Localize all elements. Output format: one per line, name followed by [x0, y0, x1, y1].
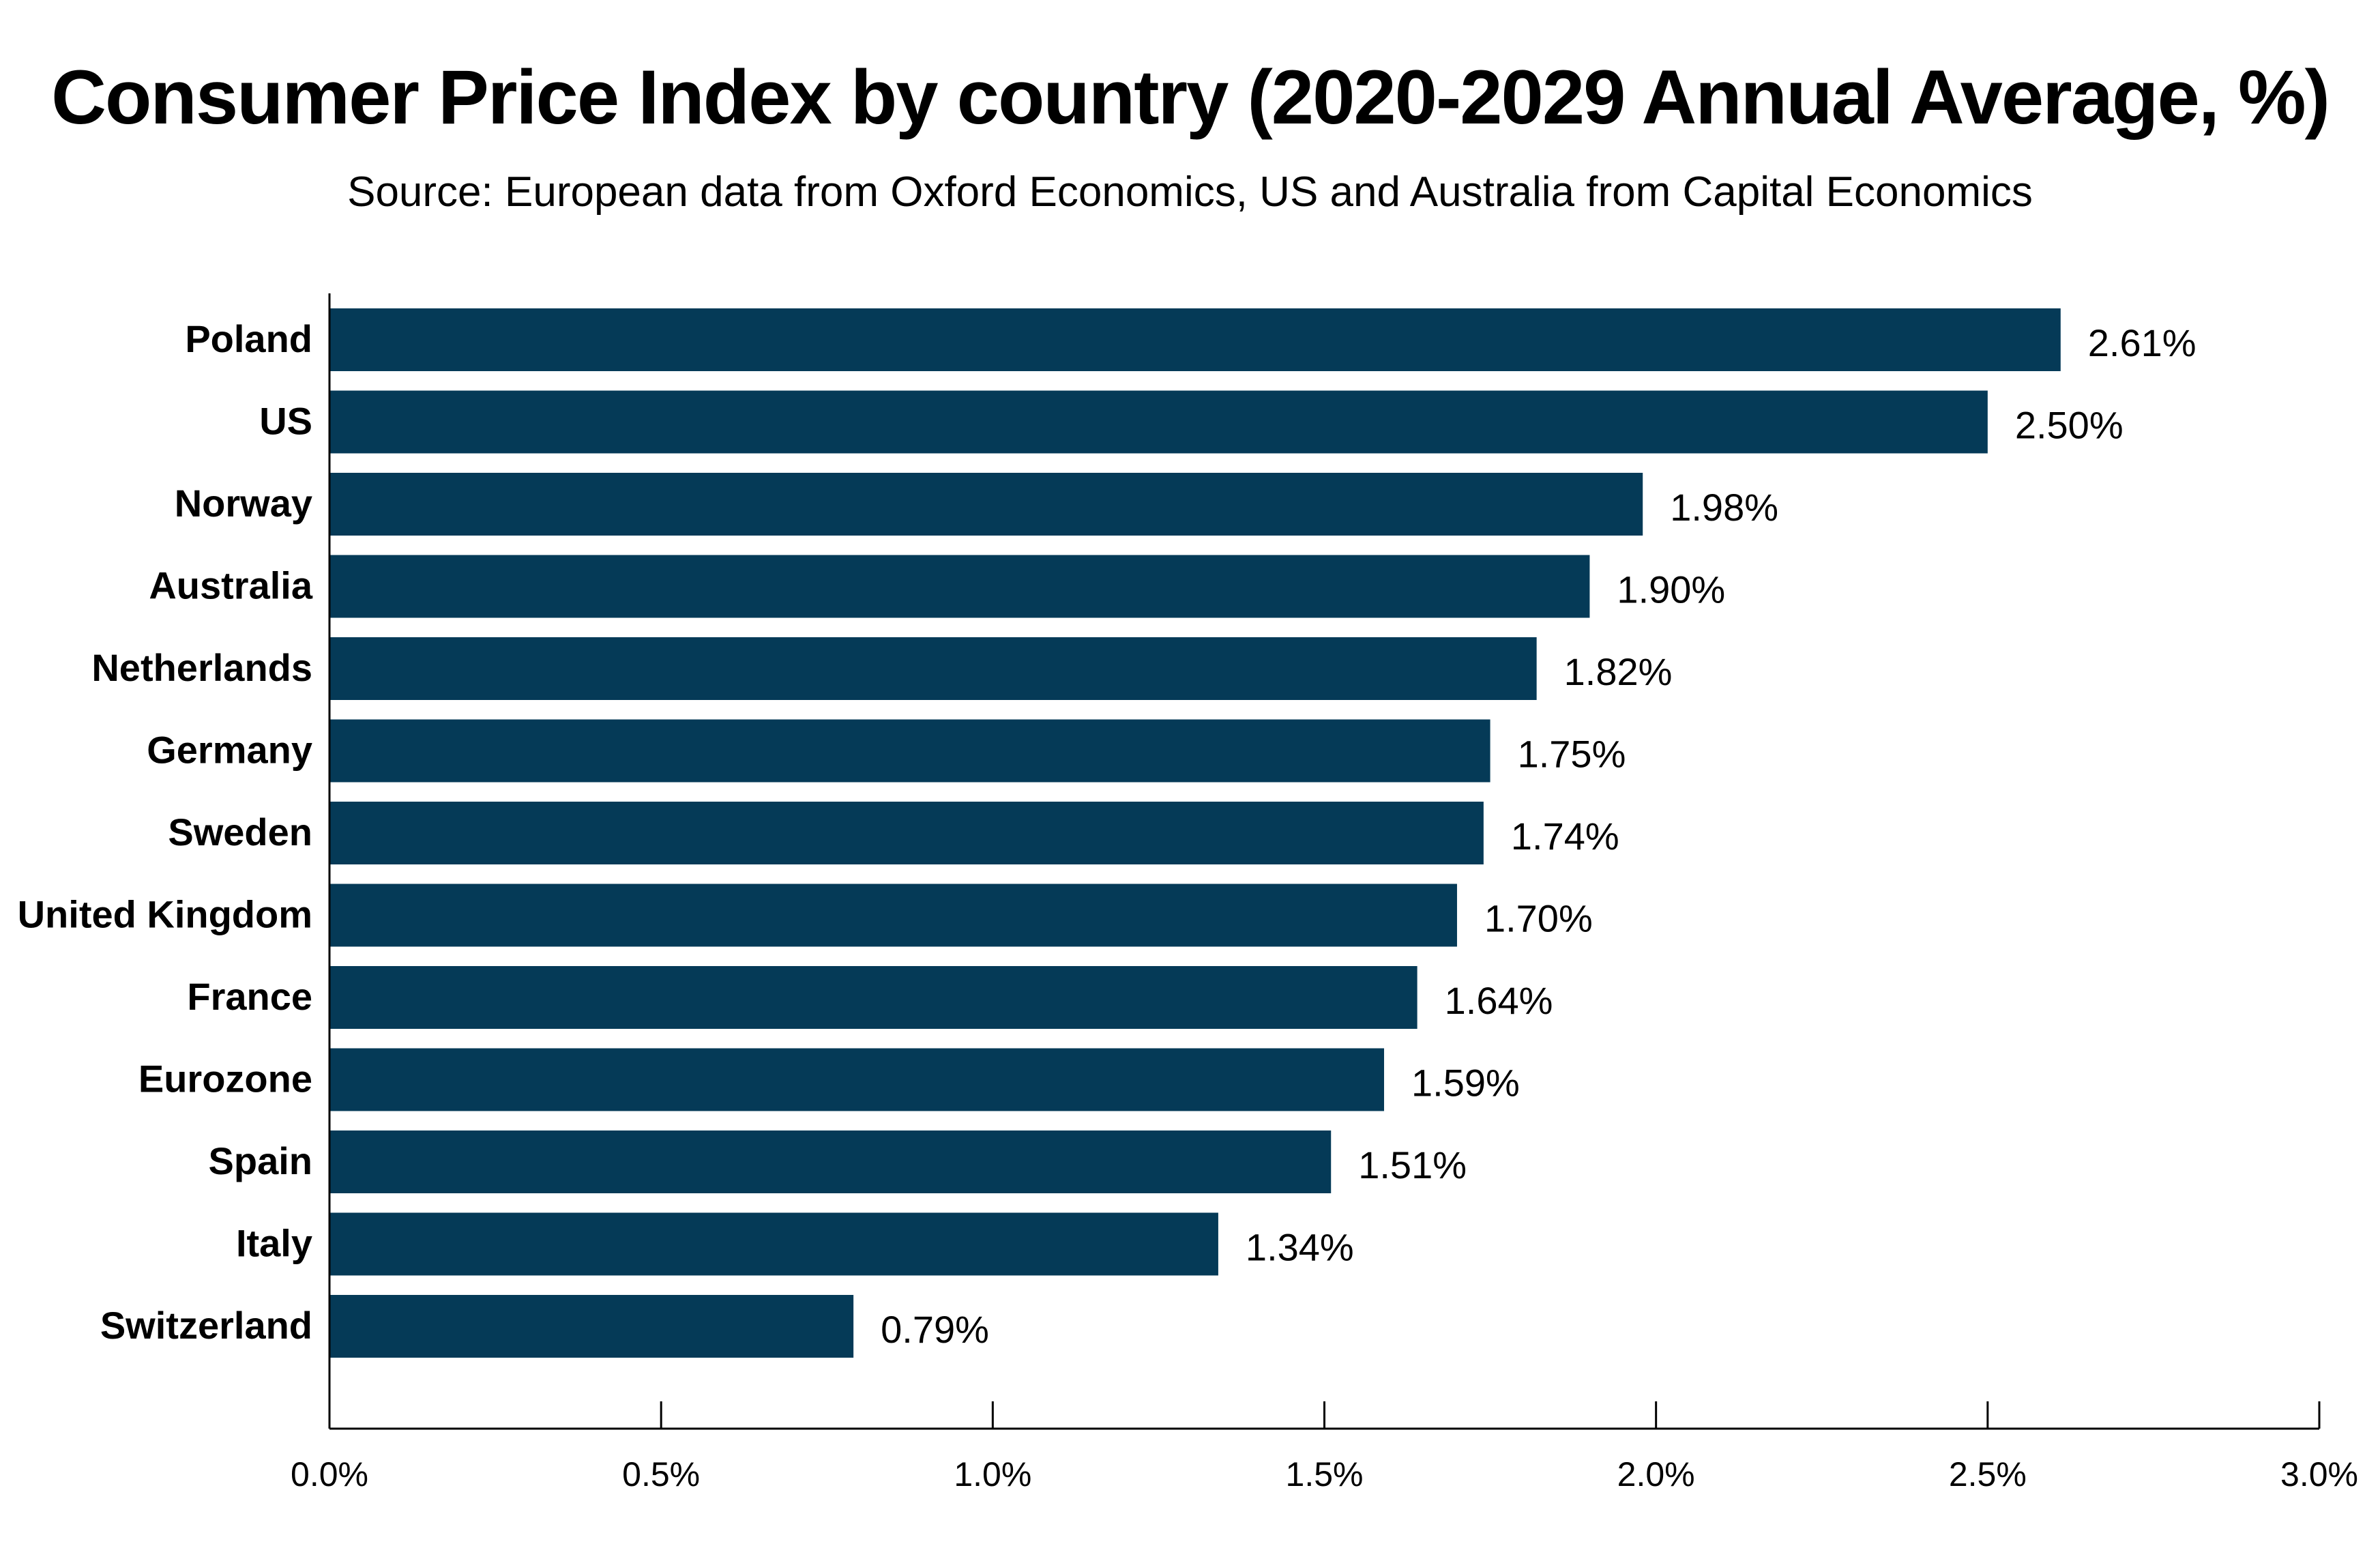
bar-eurozone	[329, 1048, 1385, 1111]
category-label: Norway	[175, 482, 312, 525]
category-label: Sweden	[168, 811, 312, 854]
bar-switzerland	[329, 1295, 854, 1358]
bar-australia	[329, 555, 1590, 618]
value-label: 2.61%	[2088, 321, 2197, 364]
bars-group	[329, 308, 2061, 1358]
value-labels-group: 2.61% 2.50% 1.98% 1.90% 1.82% 1.75% 1.74% 1.70%…	[881, 321, 2196, 1351]
value-label: 1.75%	[1518, 733, 1626, 776]
category-label: US	[259, 400, 312, 443]
value-label: 1.74%	[1511, 815, 1619, 858]
bar-poland	[329, 308, 2061, 371]
bar-united-kingdom	[329, 884, 1457, 947]
value-label: 2.50%	[2015, 404, 2124, 447]
bar-germany	[329, 719, 1490, 783]
bar-norway	[329, 473, 1643, 536]
x-tick-label: 3.0%	[2280, 1455, 2358, 1493]
category-label: Australia	[149, 564, 312, 607]
category-label: Italy	[236, 1222, 312, 1265]
chart-subtitle: Source: European data from Oxford Econom…	[347, 169, 2033, 216]
value-label: 1.70%	[1484, 897, 1593, 940]
category-label: Switzerland	[100, 1304, 312, 1347]
x-tick-label: 2.0%	[1617, 1455, 1695, 1493]
x-tick-label: 0.0%	[291, 1455, 368, 1493]
value-label: 0.79%	[881, 1308, 989, 1351]
bar-spain	[329, 1130, 1332, 1193]
category-label: Eurozone	[138, 1057, 312, 1100]
category-label: Germany	[147, 729, 312, 772]
category-label: France	[187, 975, 312, 1018]
x-tick-label: 1.5%	[1286, 1455, 1364, 1493]
value-label: 1.51%	[1358, 1143, 1467, 1186]
value-label: 1.90%	[1617, 568, 1725, 611]
bar-sweden	[329, 802, 1484, 864]
bar-netherlands	[329, 637, 1537, 700]
bar-france	[329, 966, 1417, 1029]
x-tick-label: 1.0%	[954, 1455, 1031, 1493]
category-label: Spain	[209, 1139, 312, 1182]
axes-group: 0.0% 0.5% 1.0% 1.5% 2.0% 2.5% 3.0%	[291, 293, 2358, 1493]
value-label: 1.34%	[1246, 1226, 1354, 1269]
x-tick-label: 0.5%	[622, 1455, 700, 1493]
category-label: United Kingdom	[18, 893, 312, 936]
value-label: 1.59%	[1411, 1062, 1520, 1105]
chart-title: Consumer Price Index by country (2020-20…	[51, 55, 2330, 140]
category-label: Netherlands	[91, 646, 312, 689]
value-label: 1.64%	[1445, 979, 1553, 1022]
value-label: 1.82%	[1564, 650, 1673, 693]
x-tick-label: 2.5%	[1949, 1455, 2027, 1493]
category-label: Poland	[185, 317, 312, 360]
bar-italy	[329, 1212, 1218, 1276]
category-labels-group: Poland US Norway Australia Netherlands German…	[18, 317, 313, 1347]
bar-us	[329, 390, 1988, 454]
value-label: 1.98%	[1670, 486, 1778, 529]
